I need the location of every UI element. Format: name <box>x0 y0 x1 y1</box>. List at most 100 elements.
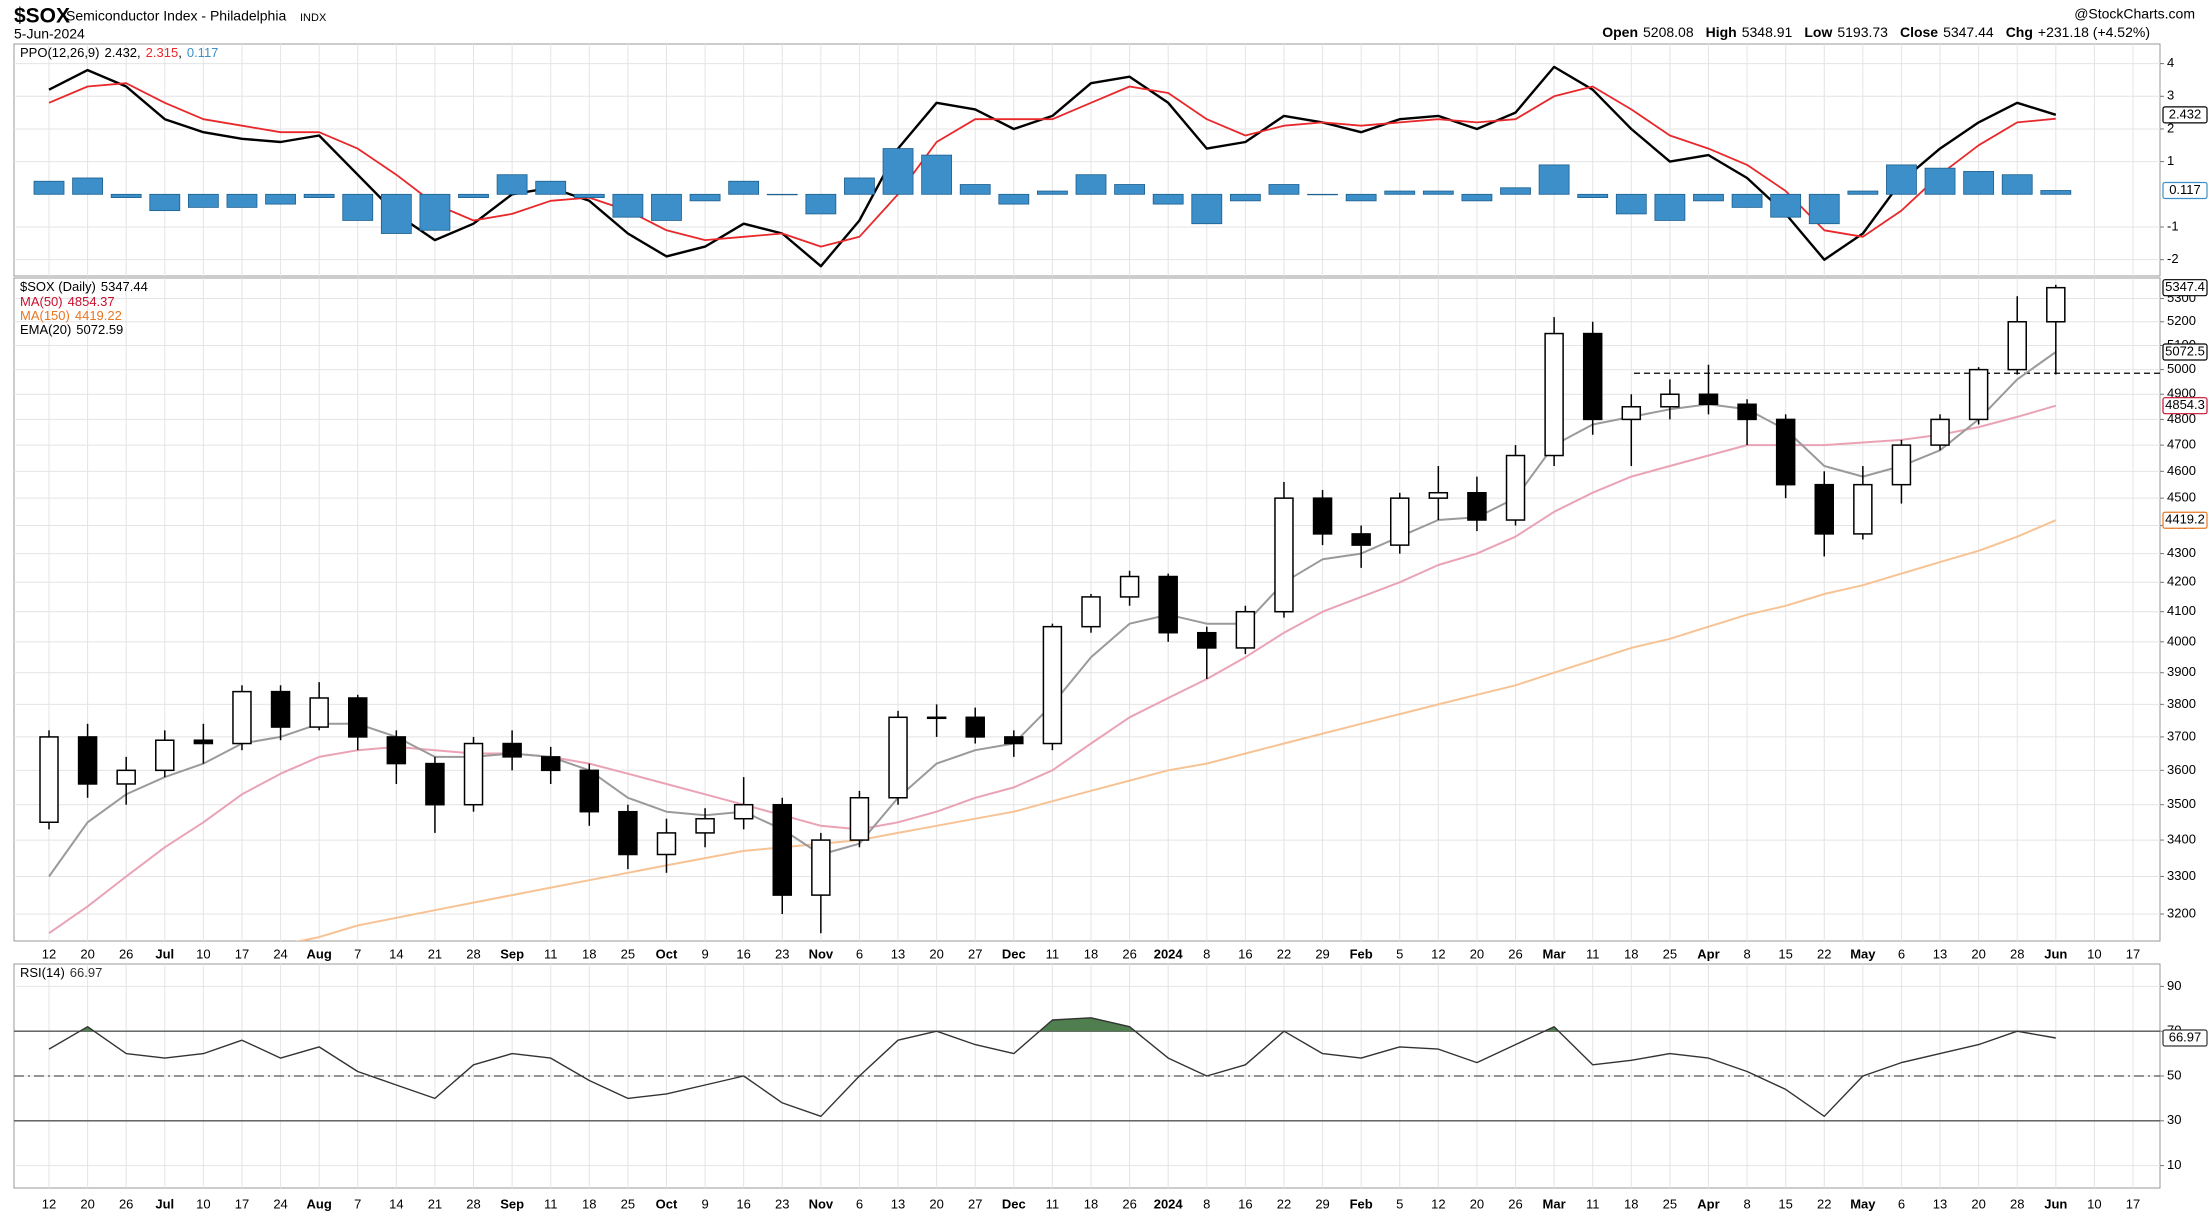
x-tick-label: 22 <box>1277 1196 1291 1211</box>
candle-body <box>1274 497 1294 613</box>
x-tick-label: 10 <box>196 946 210 961</box>
legend-separator: , <box>137 45 141 60</box>
y-tick-label: 5200 <box>2167 313 2196 328</box>
candle-body <box>733 803 754 820</box>
value-tag <box>2162 1029 2208 1047</box>
histogram-bar <box>805 193 837 215</box>
x-tick-label: May <box>1850 946 1876 961</box>
x-tick-label: 7 <box>354 1196 361 1211</box>
histogram-bar <box>1963 171 1995 195</box>
x-tick-label: 17 <box>235 946 249 961</box>
x-tick-label: 11 <box>1586 946 1600 961</box>
histogram-bar <box>1654 193 1686 221</box>
x-tick-label: 12 <box>1431 946 1445 961</box>
candle-body <box>540 756 561 772</box>
plot <box>14 1017 2160 1122</box>
y-tick-label: 4000 <box>2167 633 2196 648</box>
quote-label: Close <box>1900 24 1938 40</box>
x-tick-label: 5 <box>1396 1196 1403 1211</box>
candle-body <box>155 739 175 772</box>
candle-body <box>1698 393 1719 406</box>
histogram-bar <box>689 193 721 202</box>
y-tick-label: 4200 <box>2167 574 2196 589</box>
histogram-bar <box>2040 190 2072 195</box>
x-tick-label: 24 <box>273 1196 287 1211</box>
legend-name: PPO(12,26,9) <box>20 45 100 60</box>
x-tick-label: 27 <box>968 1196 982 1211</box>
legend-value: 0.117 <box>187 45 219 60</box>
histogram-bar <box>1886 164 1917 195</box>
x-tick-label: 26 <box>1508 946 1522 961</box>
legend-name: $SOX (Daily) <box>20 279 96 294</box>
line <box>48 1017 2056 1117</box>
y-tick-label: 4700 <box>2167 437 2196 452</box>
histogram-bar <box>882 148 914 195</box>
y-tick-label: 3 <box>2167 88 2174 103</box>
candle-body <box>1891 444 1912 486</box>
x-tick-label: 28 <box>2010 1196 2024 1211</box>
quote-label: Low <box>1804 24 1832 40</box>
candle-body <box>270 690 291 728</box>
x-tick-label: 26 <box>1122 946 1136 961</box>
legend-name: MA(150) <box>20 308 70 323</box>
quote-label: Open <box>1602 24 1638 40</box>
x-tick-label: 6 <box>856 946 863 961</box>
x-tick-label: Sep <box>500 1196 524 1211</box>
histogram-bar <box>265 193 296 205</box>
x-tick-label: 10 <box>2087 1196 2101 1211</box>
histogram-bar <box>1808 193 1840 225</box>
candle-body <box>1428 491 1449 499</box>
legend-value: 66.97 <box>70 965 103 980</box>
x-tick-label: 22 <box>1277 946 1291 961</box>
x-tick-label: 16 <box>736 946 750 961</box>
candle-body <box>1544 332 1564 457</box>
x-tick-label: Dec <box>1002 1196 1026 1211</box>
candle-body <box>425 762 445 806</box>
histogram-bar <box>458 193 489 198</box>
x-tick-label: 15 <box>1778 946 1792 961</box>
x-tick-label: 18 <box>1624 946 1638 961</box>
candle-body <box>1737 403 1757 421</box>
y-tick-label: 3500 <box>2167 796 2196 811</box>
candle-body <box>965 716 985 738</box>
y-tick-label: 30 <box>2167 1112 2181 1127</box>
x-tick-label: Feb <box>1350 946 1373 961</box>
candle-body <box>1158 575 1178 634</box>
x-tick-label: Jun <box>2044 946 2067 961</box>
x-tick-label: 10 <box>2087 946 2101 961</box>
histogram-bar <box>1384 190 1416 195</box>
histogram-bar <box>921 154 953 195</box>
histogram-bar <box>844 177 875 195</box>
x-tick-label: Nov <box>809 1196 834 1211</box>
quote-value: 5193.73 <box>1837 24 1888 40</box>
x-tick-label: 13 <box>1933 1196 1947 1211</box>
y-tick-label: 3700 <box>2167 728 2196 743</box>
x-tick-label: Jul <box>155 1196 174 1211</box>
x-tick-label: 7 <box>354 946 361 961</box>
candle-body <box>502 742 522 758</box>
x-tick-label: 26 <box>119 1196 133 1211</box>
legend-value: 2.315 <box>146 45 179 60</box>
x-tick-label: 10 <box>196 1196 210 1211</box>
histogram-bar <box>110 193 142 198</box>
candle-body <box>39 736 59 824</box>
x-tick-label: Sep <box>500 946 524 961</box>
candle-body <box>656 832 677 856</box>
x-tick-label: 12 <box>42 946 56 961</box>
value-tag-label: 66.97 <box>2169 1029 2202 1044</box>
candle-body <box>1351 533 1371 546</box>
y-tick-label: 50 <box>2167 1067 2181 1082</box>
x-tick-label: Nov <box>809 946 834 961</box>
x-tick-label: Aug <box>307 1196 332 1211</box>
x-tick-label: 20 <box>929 946 943 961</box>
y-tick-label: 90 <box>2167 978 2181 993</box>
candle-body <box>926 716 947 720</box>
panel <box>13 43 2161 277</box>
x-tick-label: Aug <box>307 946 332 961</box>
histogram-bar <box>1229 193 1261 202</box>
candle-body <box>1042 625 1063 745</box>
x-tick-label: 28 <box>466 1196 480 1211</box>
y-tick-label: 3900 <box>2167 664 2196 679</box>
x-tick-label: 11 <box>544 1196 558 1211</box>
candle-body <box>1197 631 1217 649</box>
